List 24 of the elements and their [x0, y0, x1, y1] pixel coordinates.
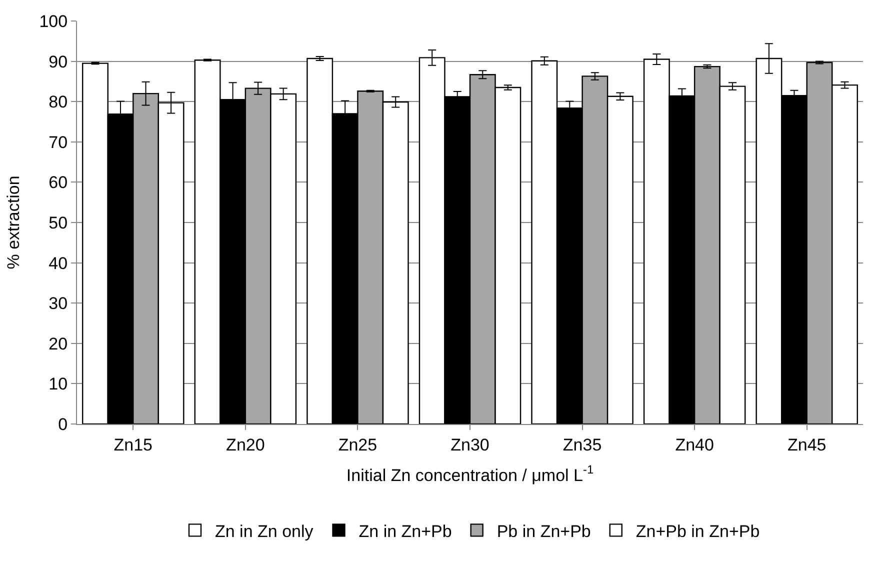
x-tick-label: Zn20	[226, 435, 265, 454]
y-tick-label: 100	[39, 12, 68, 31]
y-tick-label: 70	[48, 132, 68, 152]
x-tick-label: Zn25	[338, 435, 378, 454]
x-axis-title: Initial Zn concentration / μmol L$^{-1}$	[346, 462, 594, 485]
x-tick-label: Zn45	[787, 435, 826, 454]
y-tick-label: 10	[48, 374, 68, 394]
legend-label: Zn in Zn only	[215, 522, 314, 541]
y-tick-label: 0	[58, 414, 68, 434]
y-axis-title: % extraction	[4, 176, 23, 270]
y-tick-label: 40	[48, 254, 68, 273]
x-tick-label: Zn30	[450, 435, 490, 454]
legend-label: Zn+Pb in Zn+Pb	[636, 522, 760, 541]
legend-label: Zn in Zn+Pb	[358, 522, 452, 541]
y-tick-label: 20	[48, 334, 68, 354]
y-tick-label: 90	[48, 52, 68, 72]
x-tick-label: Zn35	[562, 435, 602, 454]
y-tick-label: 50	[48, 213, 68, 232]
x-tick-label: Zn15	[114, 435, 153, 454]
y-tick-label: 60	[48, 173, 68, 192]
y-tick-label: 80	[48, 92, 68, 112]
y-tick-label: 30	[48, 294, 68, 314]
x-tick-label: Zn40	[675, 435, 714, 454]
legend-label: Pb in Zn+Pb	[496, 522, 591, 541]
